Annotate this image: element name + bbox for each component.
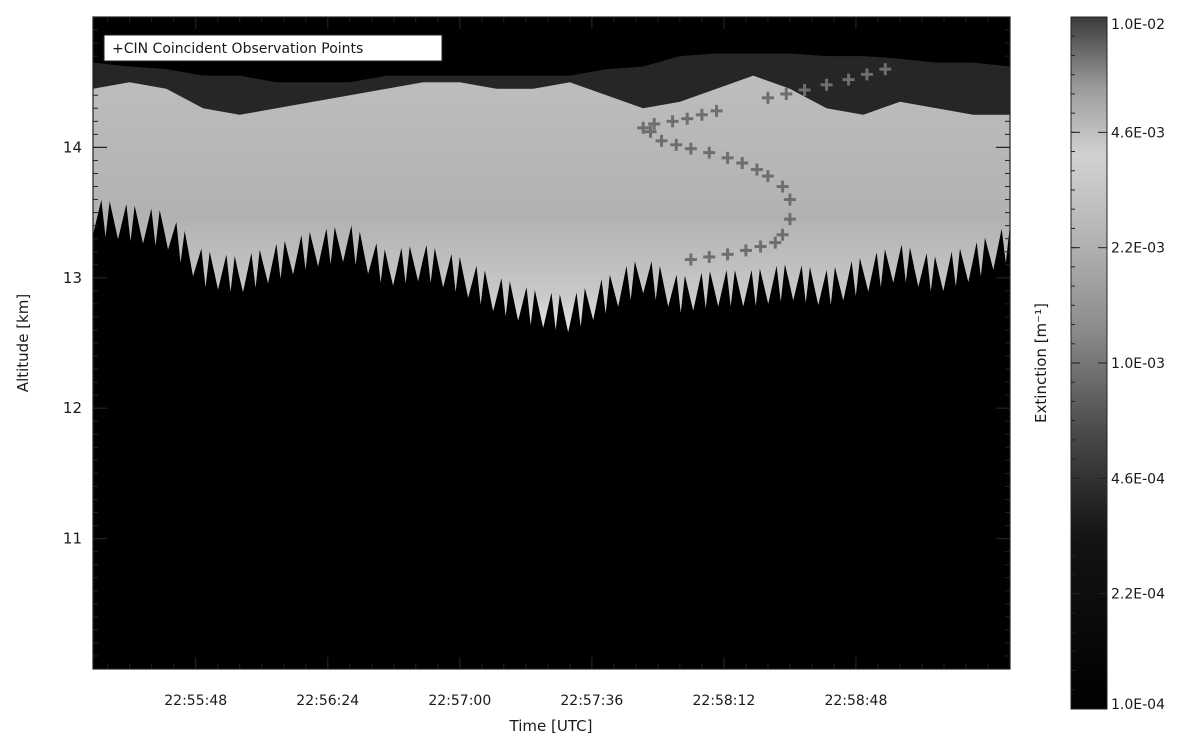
colorbar-ticks: 1.0E-02 4.6E-03 2.2E-03 1.0E-03 4.6E-04 2.2E-… [1071,16,1165,713]
observation-point [761,91,774,104]
observation-point [879,63,892,76]
observation-point [754,240,767,253]
x-tick-label: 22:58:12 [692,693,755,709]
y-axis-label: Altitude [km] [14,294,32,392]
observation-point [637,121,650,134]
observation-point [670,138,683,151]
observation-point [820,78,833,91]
observation-point [703,146,716,159]
x-tick-label: 22:55:48 [164,693,227,709]
legend-box [103,34,443,62]
observation-point [842,73,855,86]
observation-point [780,87,793,100]
observation-point [776,180,789,193]
x-tick-label: 22:57:36 [560,693,623,709]
y-tick-label: 14 [63,138,82,156]
colorbar-tick-label: 4.6E-03 [1111,125,1165,141]
x-axis-label: Time [UTC] [509,717,593,735]
observation-point [798,84,811,97]
colorbar-tick-label: 1.0E-02 [1111,17,1165,33]
legend-text: +CIN Coincident Observation Points [112,41,363,57]
y-tick-label: 12 [63,399,82,417]
colorbar-tick-label: 4.6E-04 [1111,471,1165,487]
observation-point [648,117,661,130]
observation-point [739,244,752,257]
observation-point [769,236,782,249]
y-tick-label: 11 [63,530,82,548]
observation-point [860,68,873,81]
observation-point [681,112,694,125]
observation-point [783,213,796,226]
colorbar-tick-label: 2.2E-03 [1111,241,1165,257]
y-tick-label: 13 [63,269,82,287]
observation-point [684,253,697,266]
observation-point [776,228,789,241]
observation-point [684,142,697,155]
observation-point [783,193,796,206]
colorbar-tick-label: 2.2E-04 [1111,587,1165,603]
observation-point [644,125,657,138]
x-tick-label: 22:58:48 [824,693,887,709]
cloud-body [93,75,1010,333]
x-tick-label: 22:56:24 [296,693,359,709]
observation-markers [637,63,892,266]
x-tick-label: 22:57:00 [428,693,491,709]
colorbar-tick-label: 1.0E-03 [1111,356,1165,372]
observation-point [721,248,734,261]
observation-point [695,108,708,121]
cloud-cap [93,53,1010,115]
observation-point [750,163,763,176]
heatmap-layer [93,53,1010,333]
observation-point [703,250,716,263]
colorbar-label: Extinction [m⁻¹] [1032,303,1050,423]
colorbar-tick-label: 1.0E-04 [1111,697,1165,713]
observation-point [655,134,668,147]
axes-layer: 22:55:48 22:56:24 22:57:00 22:57:36 22:58:12… [63,16,1011,709]
observation-point [710,104,723,117]
observation-point [761,170,774,183]
observation-point [736,157,749,170]
observation-point [666,115,679,128]
observation-point [721,151,734,164]
